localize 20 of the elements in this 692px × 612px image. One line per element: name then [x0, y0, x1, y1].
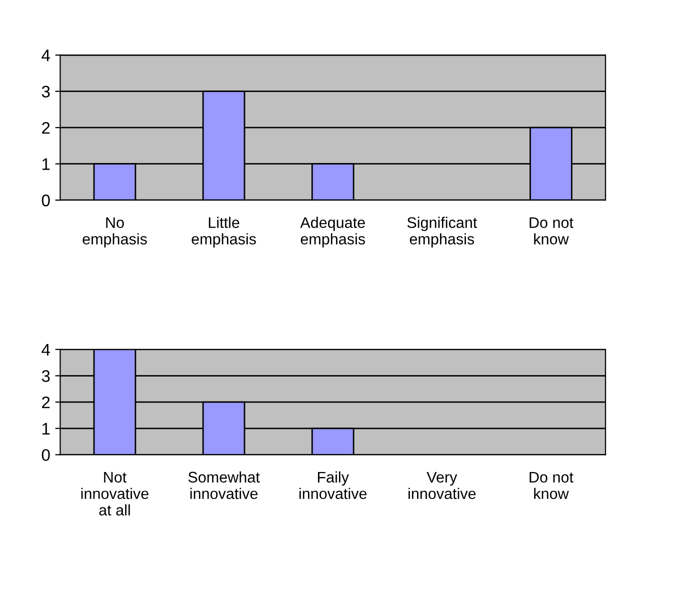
x-tick-label: Little emphasis	[192, 216, 256, 248]
y-tick-label: 4	[42, 50, 50, 62]
x-tick-label: Significant emphasis	[407, 216, 478, 248]
y-tick-label: 3	[42, 86, 50, 98]
y-tick-label: 3	[42, 370, 50, 382]
y-tick-label: 1	[42, 422, 50, 434]
y-tick-label: 2	[42, 122, 50, 134]
x-tick-label: Very innovative	[408, 472, 476, 500]
x-tick-label: Faily innovative	[299, 471, 367, 500]
y-tick-label: 4	[42, 344, 50, 356]
x-tick-label: Not innovative at all	[81, 472, 148, 516]
x-tick-label: Somewhat innovative	[188, 471, 260, 500]
x-tick-label: No emphasis	[82, 217, 147, 248]
x-tick-label: Do not know	[530, 472, 574, 500]
x-tick-label: Adequate emphasis	[300, 216, 365, 248]
y-tick-label: 0	[42, 449, 50, 461]
x-tick-label: Do not know	[530, 217, 574, 244]
y-tick-label: 1	[42, 158, 50, 170]
y-tick-label: 2	[42, 396, 50, 408]
y-tick-label: 0	[42, 194, 50, 206]
